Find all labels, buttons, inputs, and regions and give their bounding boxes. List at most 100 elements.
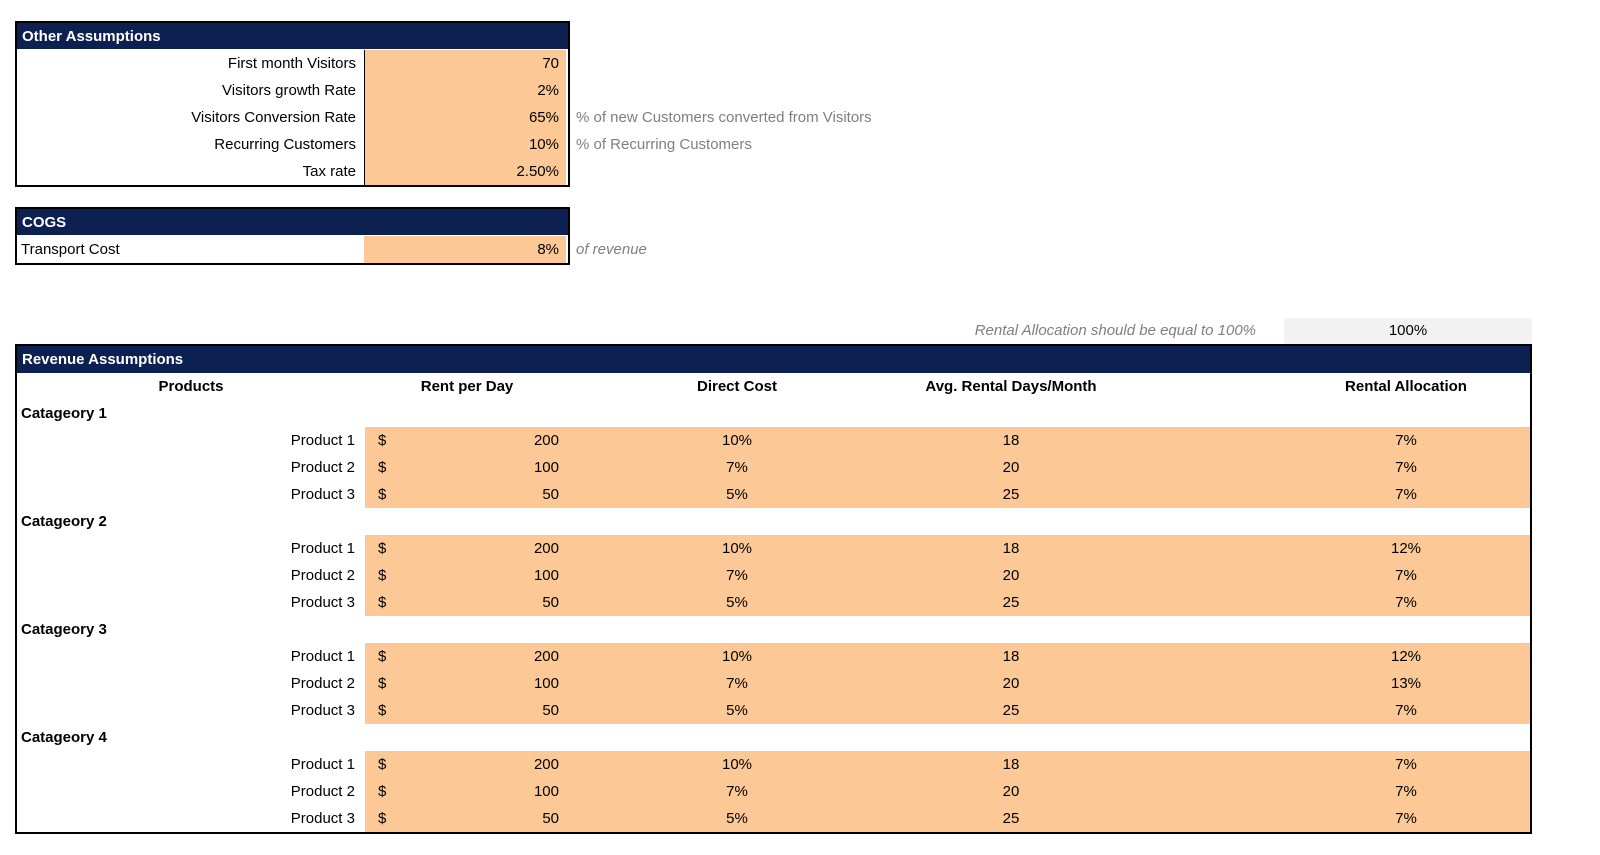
rent-value: 100 [533,567,559,584]
rent-value: 50 [542,810,559,827]
direct-cost-input-cell[interactable]: 5% [569,697,905,724]
transport-cost-input-cell[interactable]: 8% [364,236,566,263]
column-header-avg-rental-days: Avg. Rental Days/Month [925,378,1097,395]
rental-days-input-cell[interactable]: 18 [905,427,1117,454]
spacer-cell [1117,427,1282,454]
spacer-cell [1117,778,1282,805]
product-name: Product 2 [290,783,355,800]
assumption-label: Visitors growth Rate [222,82,356,99]
tax-rate-input-cell[interactable]: 2.50% [364,158,566,185]
allocation-input-cell[interactable]: 7% [1282,454,1530,481]
rental-days-input-cell[interactable]: 20 [905,778,1117,805]
revenue-assumptions-title: Revenue Assumptions [17,346,1530,373]
rental-days-input-cell[interactable]: 18 [905,751,1117,778]
rental-days-input-cell[interactable]: 18 [905,535,1117,562]
visitors-growth-rate-input-cell[interactable]: 2% [364,77,566,104]
rent-input-cell[interactable]: $50 [365,589,569,616]
visitors-conversion-note: % of new Customers converted from Visito… [576,109,872,126]
rent-input-cell[interactable]: $50 [365,805,569,832]
spacer-cell [1117,805,1282,832]
assumption-row-visitors-conversion-rate: Visitors Conversion Rate 65% [17,104,568,131]
rent-input-cell[interactable]: $100 [365,670,569,697]
allocation-input-cell[interactable]: 7% [1282,697,1530,724]
spacer-cell [1117,481,1282,508]
direct-cost-input-cell[interactable]: 5% [569,481,905,508]
rent-value: 200 [533,648,559,665]
direct-cost-input-cell[interactable]: 10% [569,751,905,778]
rent-value: 50 [542,594,559,611]
product-name: Product 2 [290,675,355,692]
allocation-input-cell[interactable]: 7% [1282,805,1530,832]
rent-input-cell[interactable]: $200 [365,643,569,670]
allocation-input-cell[interactable]: 13% [1282,670,1530,697]
rental-days-input-cell[interactable]: 25 [905,697,1117,724]
direct-cost-input-cell[interactable]: 7% [569,778,905,805]
assumption-label: Visitors Conversion Rate [191,109,356,126]
spacer-cell [1117,643,1282,670]
product-name: Product 2 [290,567,355,584]
product-name: Product 3 [290,810,355,827]
product-name: Product 1 [290,432,355,449]
rental-days-input-cell[interactable]: 20 [905,562,1117,589]
assumption-row-visitors-growth-rate: Visitors growth Rate 2% [17,77,568,104]
spacer-cell [1117,670,1282,697]
rental-days-input-cell[interactable]: 20 [905,670,1117,697]
product-row: Product 2 $100 7% 20 7% [17,562,1530,589]
rental-days-input-cell[interactable]: 20 [905,454,1117,481]
category-name: Catageory 3 [21,621,107,638]
product-row: Product 3 $50 5% 25 7% [17,481,1530,508]
rent-value: 100 [533,675,559,692]
assumption-row-recurring-customers: Recurring Customers 10% [17,131,568,158]
currency-symbol: $ [378,594,387,611]
allocation-input-cell[interactable]: 7% [1282,778,1530,805]
rent-value: 50 [542,702,559,719]
currency-symbol: $ [378,783,387,800]
allocation-input-cell[interactable]: 12% [1282,535,1530,562]
allocation-input-cell[interactable]: 7% [1282,427,1530,454]
category-row: Catageory 2 [17,508,1530,535]
column-header-direct-cost: Direct Cost [696,378,778,395]
product-row: Product 2 $100 7% 20 7% [17,454,1530,481]
direct-cost-input-cell[interactable]: 10% [569,427,905,454]
allocation-input-cell[interactable]: 12% [1282,643,1530,670]
rent-input-cell[interactable]: $100 [365,778,569,805]
rent-input-cell[interactable]: $100 [365,454,569,481]
recurring-customers-input-cell[interactable]: 10% [364,131,566,158]
first-month-visitors-input-cell[interactable]: 70 [364,50,566,77]
direct-cost-input-cell[interactable]: 10% [569,535,905,562]
allocation-input-cell[interactable]: 7% [1282,481,1530,508]
rental-days-input-cell[interactable]: 18 [905,643,1117,670]
spacer-cell [1117,697,1282,724]
rent-input-cell[interactable]: $200 [365,751,569,778]
allocation-input-cell[interactable]: 7% [1282,562,1530,589]
cogs-label: Transport Cost [21,241,120,258]
rental-days-input-cell[interactable]: 25 [905,481,1117,508]
rent-input-cell[interactable]: $200 [365,535,569,562]
product-row: Product 3 $50 5% 25 7% [17,589,1530,616]
allocation-input-cell[interactable]: 7% [1282,589,1530,616]
spacer-cell [1117,562,1282,589]
product-name: Product 1 [290,540,355,557]
product-row: Product 2 $100 7% 20 13% [17,670,1530,697]
product-row: Product 3 $50 5% 25 7% [17,697,1530,724]
rental-days-input-cell[interactable]: 25 [905,805,1117,832]
rent-input-cell[interactable]: $100 [365,562,569,589]
rent-input-cell[interactable]: $50 [365,481,569,508]
direct-cost-input-cell[interactable]: 10% [569,643,905,670]
rent-input-cell[interactable]: $50 [365,697,569,724]
visitors-conversion-rate-input-cell[interactable]: 65% [364,104,566,131]
assumption-label: Recurring Customers [214,136,356,153]
category-name: Catageory 4 [21,729,107,746]
currency-symbol: $ [378,540,387,557]
direct-cost-input-cell[interactable]: 7% [569,670,905,697]
product-name: Product 1 [290,756,355,773]
direct-cost-input-cell[interactable]: 5% [569,589,905,616]
rent-input-cell[interactable]: $200 [365,427,569,454]
direct-cost-input-cell[interactable]: 7% [569,454,905,481]
column-header-spacer [1117,373,1282,400]
assumption-row-tax-rate: Tax rate 2.50% [17,158,568,185]
direct-cost-input-cell[interactable]: 7% [569,562,905,589]
rental-days-input-cell[interactable]: 25 [905,589,1117,616]
allocation-input-cell[interactable]: 7% [1282,751,1530,778]
direct-cost-input-cell[interactable]: 5% [569,805,905,832]
